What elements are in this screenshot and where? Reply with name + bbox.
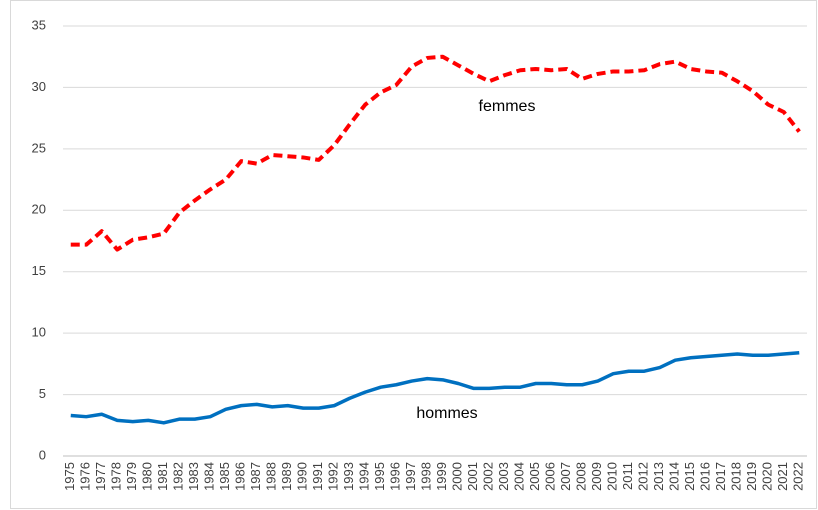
x-tick-label: 1998 — [419, 462, 434, 491]
x-tick-label: 1984 — [202, 462, 217, 491]
x-tick-label: 2017 — [713, 462, 728, 491]
x-tick-label: 1992 — [326, 462, 341, 491]
x-tick-label: 2020 — [760, 462, 775, 491]
chart-frame — [10, 0, 817, 509]
x-tick-label: 2011 — [620, 462, 635, 490]
x-tick-label: 1988 — [264, 462, 279, 491]
y-tick-label: 0 — [39, 447, 46, 462]
x-tick-label: 1989 — [279, 462, 294, 491]
y-tick-label: 5 — [39, 386, 46, 401]
x-tick-label: 1982 — [171, 462, 186, 491]
x-tick-label: 1997 — [403, 462, 418, 491]
x-tick-label: 2021 — [775, 462, 790, 491]
x-tick-label: 1983 — [186, 462, 201, 491]
x-tick-label: 1991 — [310, 462, 325, 491]
x-tick-label: 2013 — [651, 462, 666, 491]
series-label: femmes — [479, 98, 536, 115]
x-tick-label: 2006 — [543, 462, 558, 491]
x-tick-label: 1978 — [109, 462, 124, 491]
y-tick-label: 30 — [32, 79, 46, 94]
x-tick-label: 1999 — [434, 462, 449, 491]
x-tick-label: 2003 — [496, 462, 511, 491]
x-tick-label: 1990 — [295, 462, 310, 491]
x-tick-label: 2022 — [791, 462, 806, 491]
line-series — [70, 351, 800, 425]
x-tick-label: 2008 — [574, 462, 589, 491]
x-tick-label: 1977 — [93, 462, 108, 491]
x-tick-label: 2016 — [698, 462, 713, 491]
x-tick-label: 1975 — [62, 462, 77, 491]
series-label: hommes — [416, 405, 477, 422]
x-tick-label: 1985 — [217, 462, 232, 491]
y-tick-label: 20 — [32, 202, 46, 217]
x-tick-label: 2010 — [605, 462, 620, 491]
y-tick-label: 10 — [32, 325, 46, 340]
x-tick-label: 2012 — [636, 462, 651, 491]
x-tick-label: 2018 — [729, 462, 744, 491]
x-tick-label: 2014 — [667, 462, 682, 491]
x-tick-label: 2009 — [589, 462, 604, 491]
x-tick-label: 1986 — [233, 462, 248, 491]
y-tick-label: 25 — [32, 140, 46, 155]
x-tick-label: 2019 — [744, 462, 759, 491]
x-tick-label: 2005 — [527, 462, 542, 491]
x-tick-label: 1976 — [78, 462, 93, 491]
x-tick-label: 1980 — [140, 462, 155, 491]
y-tick-label: 35 — [32, 17, 46, 32]
x-tick-label: 1993 — [341, 462, 356, 491]
line-series — [70, 54, 801, 252]
x-tick-label: 1995 — [372, 462, 387, 491]
x-tick-label: 2004 — [512, 462, 527, 491]
y-tick-label: 15 — [32, 263, 46, 278]
x-tick-label: 2001 — [465, 462, 480, 491]
x-tick-label: 2007 — [558, 462, 573, 491]
x-tick-label: 2002 — [481, 462, 496, 491]
x-tick-label: 2000 — [450, 462, 465, 491]
x-tick-label: 1996 — [388, 462, 403, 491]
x-tick-label: 1994 — [357, 462, 372, 491]
x-tick-label: 1981 — [155, 462, 170, 491]
x-tick-label: 2015 — [682, 462, 697, 491]
x-tick-label: 1987 — [248, 462, 263, 491]
x-tick-label: 1979 — [124, 462, 139, 491]
